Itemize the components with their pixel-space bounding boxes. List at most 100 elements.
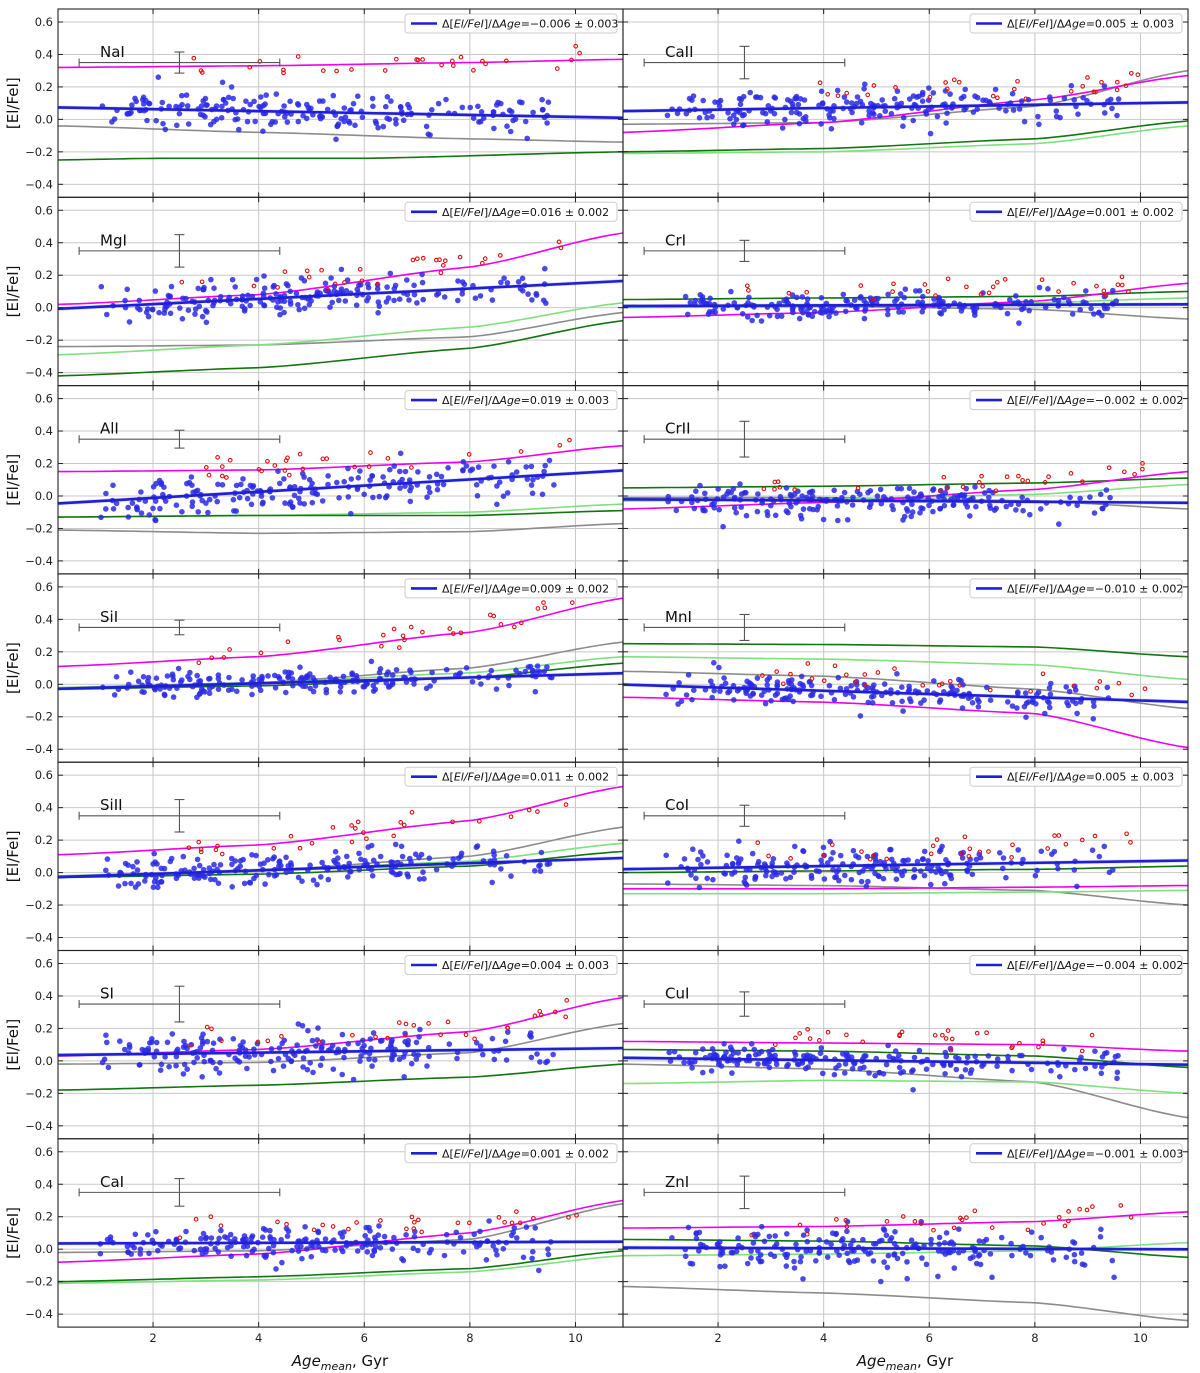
legend-text-part: ]/Δ [1049,959,1065,972]
scatter-point [814,507,820,513]
scatter-point [992,86,999,93]
outlier-point [554,66,560,71]
scatter-point [237,858,244,864]
scatter-point [427,683,434,689]
legend-text-part: Age [1063,206,1086,219]
outlier-point [199,279,205,285]
scatter-point [319,859,325,866]
scatter-point [370,857,377,864]
scatter-point [925,495,931,502]
scatter-point [233,482,240,489]
typical-error-bar [643,991,846,1017]
scatter-point [373,120,380,127]
scatter-point [167,310,174,317]
scatter-point [859,101,866,108]
scatter-point [729,860,736,867]
outlier-point [458,630,464,636]
scatter-point [1025,96,1032,103]
scatter-point [340,673,347,680]
outlier-point [1009,1045,1015,1051]
scatter-point [704,859,711,865]
scatter-point [460,467,466,474]
scatter-point [909,509,916,515]
scatter-point [849,1066,856,1072]
scatter-point [936,1241,942,1247]
scatter-point [1025,699,1032,705]
legend-text-part: Age [498,1147,521,1160]
x-tick-label: 8 [1031,1331,1038,1345]
legend: Δ[El/FeI]/ΔAge=0.001 ± 0.002 [969,201,1183,222]
legend-box [969,955,1183,975]
scatter-point [208,1235,215,1241]
scatter-point [348,476,355,482]
scatter-point [376,669,383,676]
scatter-point [369,95,376,102]
scatter-point [181,1061,188,1068]
outlier-point [987,687,993,693]
scatter-point [216,1235,222,1242]
scatter-point [905,494,911,501]
scatter-point [308,105,314,112]
scatter-point [793,1241,799,1248]
outlier-point [951,1225,957,1231]
outlier-point [480,58,485,64]
outlier-point [1056,289,1061,294]
scatter-point [137,1246,144,1252]
fit-line [58,469,623,505]
scatter-point [320,98,326,104]
y-tick-label: 0.4 [35,424,53,438]
scatter-point [736,859,742,865]
element-label: CrII [665,420,691,438]
fit-line [58,106,623,120]
scatter-point [835,674,842,681]
outlier-point [219,464,225,469]
scatter-point [1063,1254,1070,1261]
panel-frame [622,761,1189,952]
scatter-point [828,1241,834,1248]
scatter-point [183,92,190,98]
scatter-point [973,503,979,510]
plot-area [58,437,623,535]
outlier-point [497,253,503,258]
scatter-point [453,1229,460,1236]
scatter-point [298,1243,304,1249]
scatter-point [463,665,470,671]
scatter-point [1099,1064,1105,1070]
scatter-point [818,857,824,864]
scatter-points [669,1218,1117,1285]
scatter-point [341,478,348,485]
scatter-point [289,504,296,510]
scatter-point [678,698,685,705]
scatter-point [132,1231,139,1238]
scatter-point [796,315,803,322]
scatter-point [1047,97,1054,104]
outlier-point [309,840,315,846]
scatter-point [928,868,934,874]
outlier-point [1068,89,1074,94]
scatter-point [215,686,222,693]
scatter-point [1072,1066,1078,1073]
scatter-point [318,874,324,880]
outlier-point [772,479,778,485]
outlier-point [463,1032,469,1038]
scatter-point [505,1029,511,1035]
scatter-point [714,1241,721,1247]
scatter-point [195,285,201,292]
scatter-point [711,660,717,666]
scatter-point [319,1055,326,1062]
scatter-point [217,1059,223,1066]
legend-text-part: =−0.010 ± 0.002 [1086,582,1184,595]
outlier-point [1063,841,1069,847]
scatter-point [883,866,889,872]
scatter-point [228,855,235,862]
scatter-point [389,1037,395,1043]
scatter-point [803,1248,809,1254]
scatter-point [774,683,780,689]
scatter-point [862,81,868,87]
panel-frame [622,1138,1189,1328]
scatter-point [798,306,804,313]
scatter-point [304,1246,310,1252]
model-curve-lightgreen [58,302,623,356]
scatter-point [500,1246,507,1252]
